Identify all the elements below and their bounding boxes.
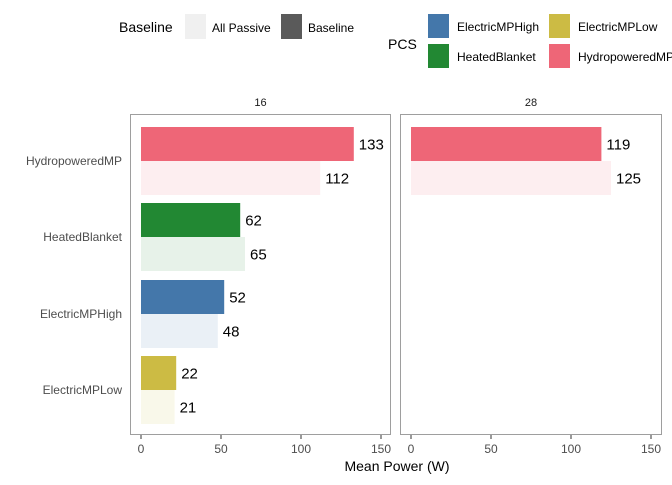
x-tick-label: 0 bbox=[138, 442, 145, 456]
legend-label-all-passive: All Passive bbox=[212, 21, 271, 35]
bar-electricmplow-all-passive bbox=[141, 390, 175, 424]
bar-electricmphigh-baseline bbox=[141, 280, 225, 314]
legend-swatch-baseline bbox=[281, 14, 302, 39]
legend-swatch-heatedblanket bbox=[428, 44, 449, 68]
legend-swatch-electricmphigh bbox=[428, 14, 449, 38]
x-tick-label: 100 bbox=[561, 442, 581, 456]
facet-28: 119 125 28 0 50 100 150 bbox=[400, 97, 662, 456]
data-label-electricmphigh-baseline: 52 bbox=[229, 290, 246, 307]
legend-swatch-all-passive bbox=[185, 14, 206, 39]
x-axis-title: Mean Power (W) bbox=[344, 458, 449, 474]
legend-title-baseline: Baseline bbox=[119, 19, 173, 35]
data-label-hydropoweredmp-baseline: 133 bbox=[359, 137, 384, 154]
facet-title-28: 28 bbox=[525, 97, 537, 109]
x-tick-label: 0 bbox=[408, 442, 415, 456]
bar-heatedblanket-all-passive bbox=[141, 237, 245, 271]
y-tick-label-electricmphigh: ElectricMPHigh bbox=[40, 307, 122, 321]
bar-electricmplow-baseline bbox=[141, 356, 177, 390]
data-label-electricmplow-baseline: 22 bbox=[181, 366, 198, 383]
y-tick-label-hydropoweredmp: HydropoweredMP bbox=[26, 154, 122, 168]
data-label-hydropoweredmp-all-passive: 112 bbox=[325, 171, 349, 188]
data-label-electricmplow-all-passive: 21 bbox=[180, 400, 197, 417]
facet-16: 133 112 62 65 52 48 22 21 16 0 50 100 150 bbox=[130, 97, 391, 456]
legend-label-baseline: Baseline bbox=[308, 21, 354, 35]
legend-swatch-hydropoweredmp bbox=[549, 44, 570, 68]
x-tick-label: 50 bbox=[214, 442, 228, 456]
x-tick-label: 100 bbox=[291, 442, 311, 456]
legend: Baseline All Passive Baseline PCS ElectricMP… bbox=[119, 14, 672, 68]
legend-label-heatedblanket: HeatedBlanket bbox=[457, 50, 536, 64]
bar-hydropoweredmp-baseline bbox=[411, 127, 602, 161]
bar-hydropoweredmp-all-passive bbox=[141, 161, 321, 195]
x-tick-label: 50 bbox=[484, 442, 498, 456]
y-axis-labels: HydropoweredMP HeatedBlanket ElectricMPHig… bbox=[26, 154, 123, 397]
bar-electricmphigh-all-passive bbox=[141, 314, 218, 348]
x-tick-label: 150 bbox=[371, 442, 391, 456]
legend-label-electricmphigh: ElectricMPHigh bbox=[457, 20, 539, 34]
bar-heatedblanket-baseline bbox=[141, 203, 241, 237]
y-tick-label-heatedblanket: HeatedBlanket bbox=[43, 230, 122, 244]
facet-title-16: 16 bbox=[254, 97, 266, 109]
legend-title-pcs: PCS bbox=[388, 36, 417, 52]
y-tick-label-electricmplow: ElectricMPLow bbox=[43, 383, 123, 397]
data-label-heatedblanket-all-passive: 65 bbox=[250, 247, 267, 264]
panel-border-28 bbox=[400, 114, 662, 435]
data-label-electricmphigh-all-passive: 48 bbox=[223, 324, 240, 341]
data-label-heatedblanket-baseline: 62 bbox=[245, 213, 262, 230]
legend-label-electricmplow: ElectricMPLow bbox=[578, 20, 658, 34]
x-tick-label: 150 bbox=[641, 442, 661, 456]
bar-hydropoweredmp-all-passive bbox=[411, 161, 611, 195]
panel-border-16 bbox=[130, 114, 391, 435]
data-label-hydropoweredmp-baseline: 119 bbox=[606, 137, 630, 154]
bar-hydropoweredmp-baseline bbox=[141, 127, 354, 161]
data-label-hydropoweredmp-all-passive: 125 bbox=[616, 171, 641, 188]
facets: 133 112 62 65 52 48 22 21 16 0 50 100 150 119 125 28 0 50… bbox=[130, 97, 662, 456]
legend-swatch-electricmplow bbox=[549, 14, 570, 38]
legend-label-hydropoweredmp: HydropoweredMP bbox=[578, 50, 672, 64]
